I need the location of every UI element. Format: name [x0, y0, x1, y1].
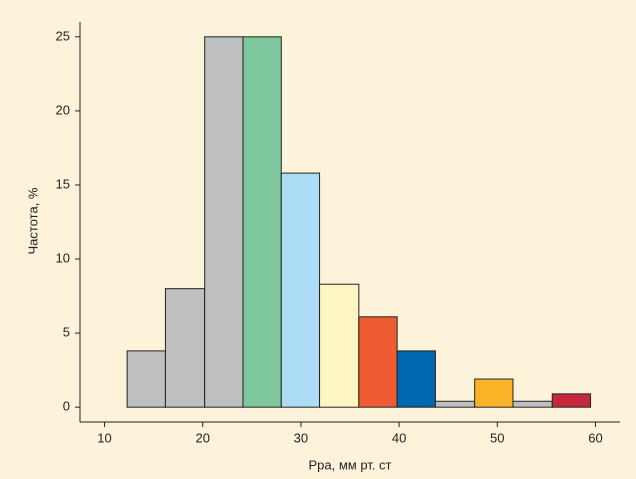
bar: [164, 288, 206, 408]
bar: [551, 393, 592, 408]
y-tick-label: 0: [63, 399, 70, 414]
x-tick-label: 60: [588, 430, 602, 445]
bar: [474, 378, 514, 408]
y-tick-label: 10: [56, 250, 70, 265]
x-tick-label: 10: [97, 430, 111, 445]
bar: [358, 316, 398, 408]
y-tick-label: 20: [56, 102, 70, 117]
bar: [204, 36, 244, 408]
bar: [396, 350, 436, 408]
x-tick-label: 20: [195, 430, 209, 445]
bar: [319, 283, 360, 408]
x-tick-label: 40: [392, 430, 406, 445]
bar: [126, 350, 166, 408]
y-tick-label: 25: [56, 28, 70, 43]
bar: [434, 400, 476, 408]
x-tick-label: 30: [294, 430, 308, 445]
x-axis-label: Рра, мм рт. ст: [309, 457, 392, 472]
y-tick-label: 15: [56, 176, 70, 191]
bar: [280, 172, 321, 408]
bar: [242, 36, 282, 408]
y-axis-label: Частота, %: [25, 187, 40, 254]
bar: [512, 400, 553, 408]
y-tick-label: 5: [63, 325, 70, 340]
x-tick-label: 50: [490, 430, 504, 445]
